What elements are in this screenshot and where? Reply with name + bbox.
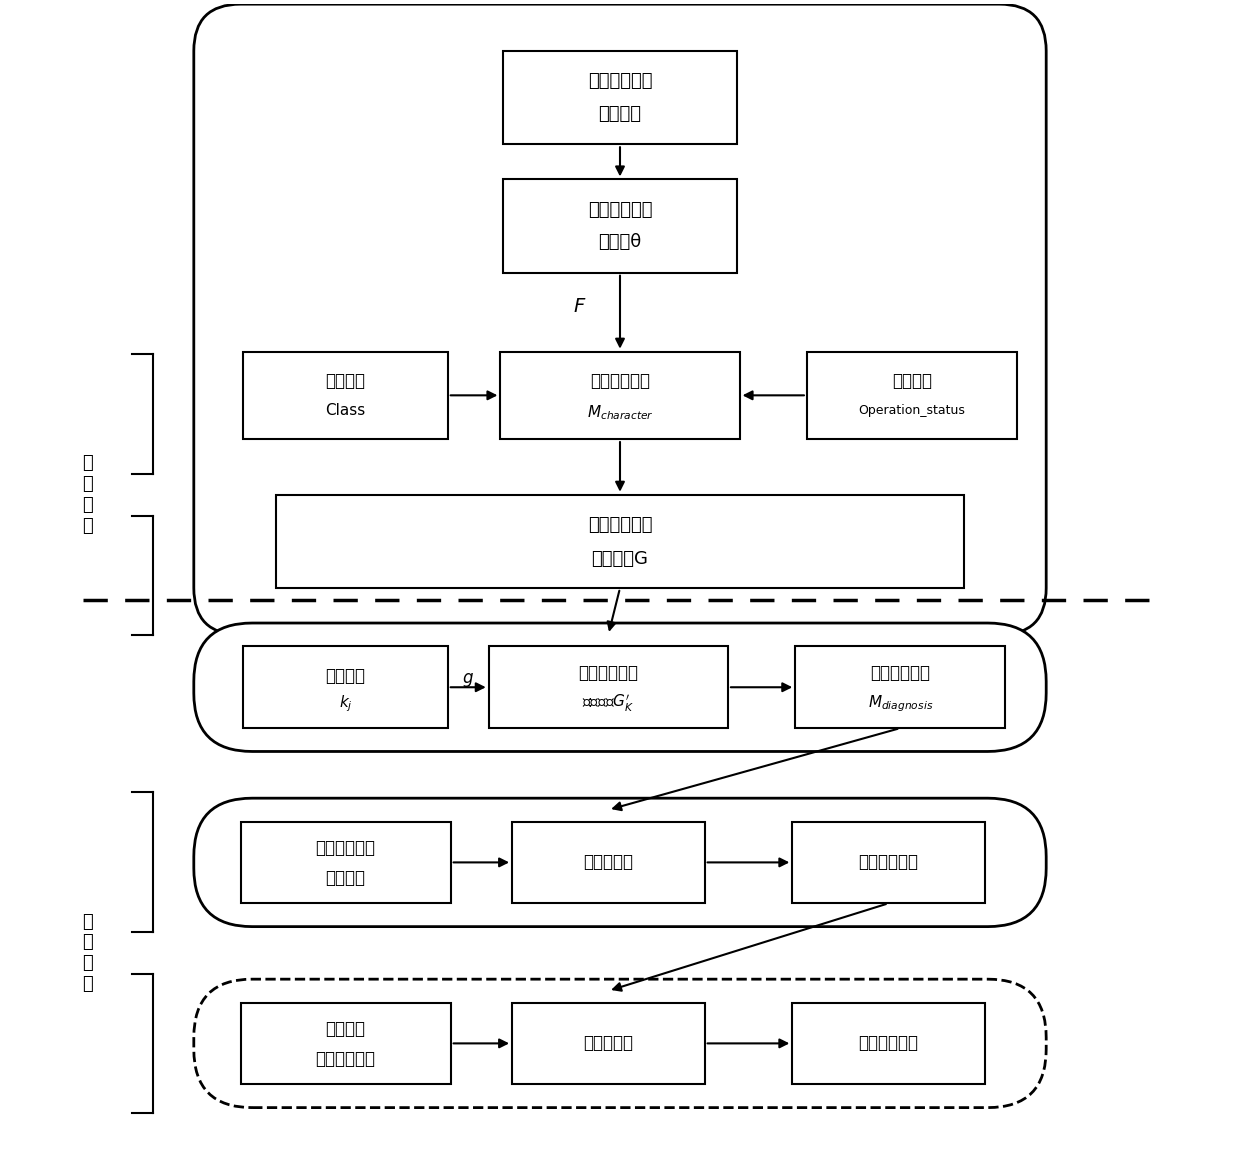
Text: 设备实时运行: 设备实时运行	[316, 840, 376, 857]
Text: 设备健康数据: 设备健康数据	[588, 516, 652, 534]
Bar	[503, 179, 737, 273]
Text: F: F	[574, 296, 585, 316]
Text: 贝叶斯推理: 贝叶斯推理	[583, 1035, 634, 1053]
Bar	[503, 51, 737, 145]
Text: 故
障
诊
断: 故 障 诊 断	[82, 913, 93, 993]
Text: Class: Class	[325, 403, 366, 417]
Bar	[512, 822, 704, 903]
Text: $M_{character}$: $M_{character}$	[587, 403, 653, 422]
Text: g: g	[463, 669, 474, 687]
Bar	[275, 495, 965, 588]
Bar	[243, 352, 448, 439]
FancyBboxPatch shape	[193, 799, 1047, 927]
Bar	[512, 1002, 704, 1084]
Text: 设备诊断模型: 设备诊断模型	[870, 664, 930, 682]
Bar	[795, 647, 1006, 728]
Bar	[241, 822, 450, 903]
Text: Operation_status: Operation_status	[858, 405, 966, 417]
FancyBboxPatch shape	[193, 5, 1047, 635]
Text: 异常数据: 异常数据	[326, 869, 366, 887]
Text: 运行工况: 运行工况	[892, 373, 932, 390]
Text: 设备故障数据: 设备故障数据	[578, 664, 639, 682]
Text: 确定故障类型: 确定故障类型	[858, 1035, 919, 1053]
Text: 特征量θ: 特征量θ	[599, 233, 641, 252]
Bar	[241, 1002, 450, 1084]
Bar	[243, 647, 448, 728]
Text: 初步诊断结果: 初步诊断结果	[858, 854, 919, 871]
Text: 相似度计算: 相似度计算	[583, 854, 634, 871]
Text: 设备健康状态: 设备健康状态	[588, 72, 652, 91]
Bar	[500, 352, 740, 439]
Text: 生成模型$G_K'$: 生成模型$G_K'$	[582, 693, 635, 714]
Text: 生成模型G: 生成模型G	[591, 550, 649, 568]
Text: 生
成
模
型: 生 成 模 型	[82, 454, 93, 535]
Text: 历史故障数据: 历史故障数据	[316, 1049, 376, 1068]
Text: $k_j$: $k_j$	[339, 694, 352, 714]
Bar	[807, 352, 1017, 439]
FancyBboxPatch shape	[193, 980, 1047, 1108]
Text: 设备工况特性: 设备工况特性	[590, 373, 650, 390]
Text: 设备类型: 设备类型	[326, 373, 366, 390]
Text: 状态监测数据: 状态监测数据	[588, 201, 652, 219]
FancyBboxPatch shape	[193, 623, 1047, 751]
Bar	[792, 1002, 985, 1084]
Text: 故障类型: 故障类型	[326, 667, 366, 684]
Text: 经验数据: 经验数据	[326, 1021, 366, 1038]
Bar	[489, 647, 728, 728]
Bar	[792, 822, 985, 903]
Text: $M_{diagnosis}$: $M_{diagnosis}$	[868, 694, 932, 714]
Text: 监测数据: 监测数据	[599, 105, 641, 123]
